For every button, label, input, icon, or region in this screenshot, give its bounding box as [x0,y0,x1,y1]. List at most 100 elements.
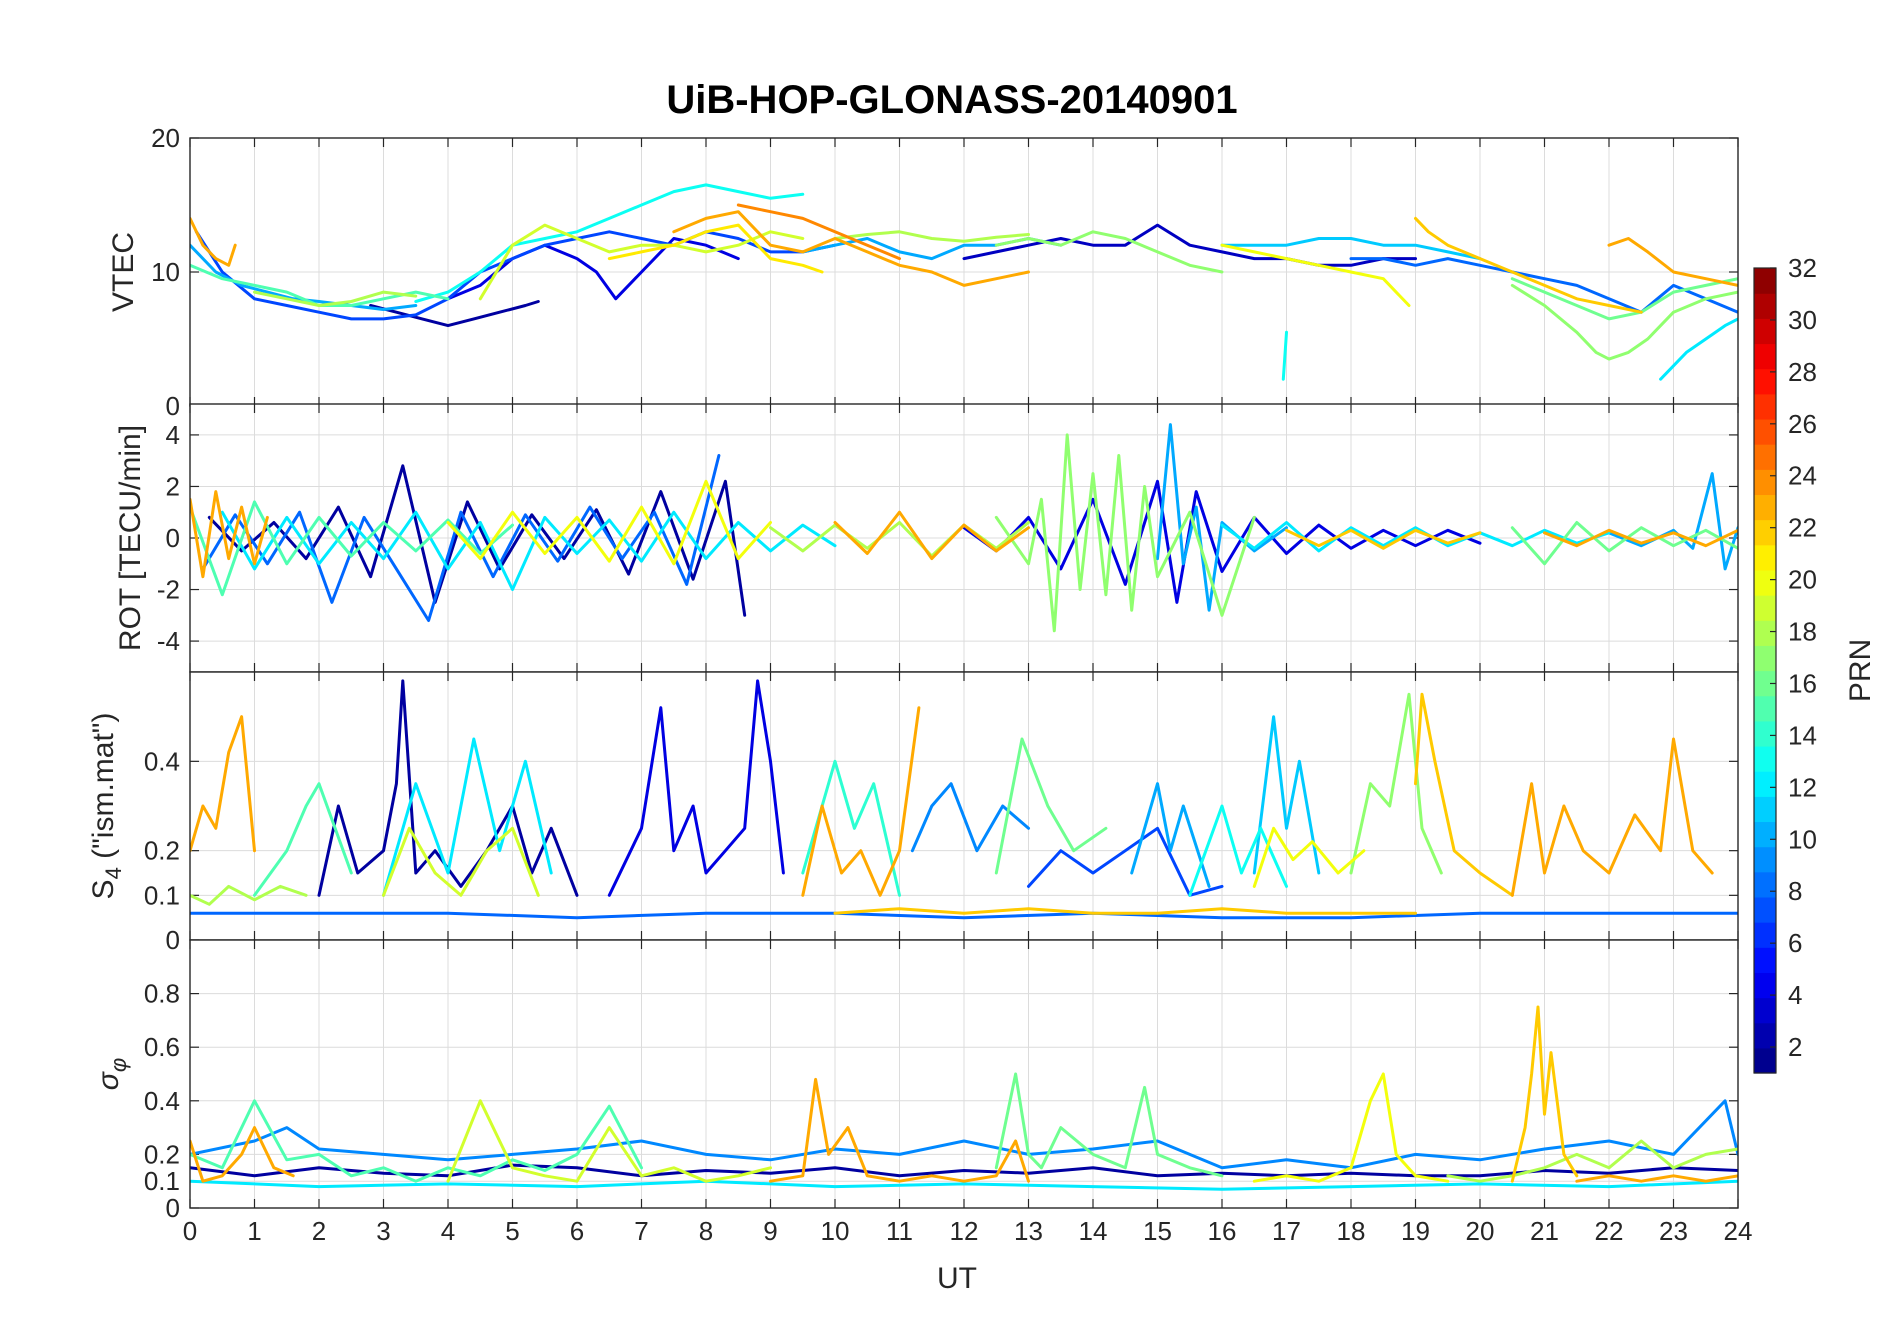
series-prn-19 [446,1099,772,1183]
series-prn-17 [1510,283,1738,361]
series-prn-8 [1349,257,1738,314]
series-prn-23 [190,490,269,579]
panel-s4: 0 0.1 0.2 0.4 S4 ("ism.mat") [87,671,1739,955]
colorbar-swatch [1754,796,1776,823]
series-prn-3 [962,223,1417,267]
series-prn-4 [607,679,785,897]
y-axis-label: VTEC [107,232,140,312]
y-axis-label: ROT [TECU/min] [114,425,147,651]
colorbar-swatch [1754,922,1776,948]
colorbar-tick-label: 14 [1788,720,1817,750]
x-tick-label: 22 [1595,1216,1624,1246]
x-tick-label: 11 [886,1216,913,1246]
colorbar-frame [1753,267,1777,1074]
series-prn-10 [1130,782,1211,888]
x-tick-label: 17 [1272,1216,1301,1246]
series-prn-16 [1510,277,1738,321]
series-prn-8 [201,454,721,622]
series-group [190,183,1738,381]
x-tick-label: 2 [312,1216,326,1246]
x-tick-label: 23 [1659,1216,1688,1246]
series-prn-23 [190,216,237,267]
series-prn-21 [607,223,824,274]
series-prn-12 [220,510,837,591]
x-tick-label: 5 [505,1216,519,1246]
series-prn-15 [253,782,353,897]
series-prn-17 [1349,692,1443,875]
x-tick-label: 15 [1143,1216,1172,1246]
series-prn-23 [190,715,256,853]
series-group [190,423,1738,633]
x-tick-label: 12 [950,1216,979,1246]
colorbar-swatch [1754,519,1776,546]
colorbar-swatch [1754,494,1776,521]
series-prn-24 [736,203,901,261]
colorbar-swatch [1754,368,1776,395]
y-tick-label: 0.6 [144,1032,180,1062]
series-prn-12 [1220,521,1611,553]
series-prn-11 [1252,715,1321,875]
colorbar-swatch [1754,821,1776,848]
y-tick-label: 0 [166,523,180,553]
y-tick-label: 0.1 [144,1166,180,1196]
series-prn-19 [478,223,805,301]
colorbar-swatch [1754,469,1776,496]
series-prn-10 [1607,472,1738,571]
series-prn-23 [833,510,1030,561]
colorbar-swatch [1754,771,1776,797]
colorbar-swatch [1754,620,1776,646]
series-prn-23 [672,210,1030,287]
x-axis-label: UT [937,1262,977,1295]
colorbar-swatch [1754,997,1776,1024]
colorbar-swatch [1754,947,1776,973]
colorbar-swatch [1754,595,1776,621]
colorbar-swatch [1754,393,1776,420]
x-tick-label: 13 [1014,1216,1043,1246]
panel-rot: -4 -2 0 2 4 ROT [TECU/min] [114,403,1739,673]
colorbar-swatch [1754,871,1776,898]
colorbar-swatch [1754,695,1776,722]
y-tick-label: 0.2 [144,1139,180,1169]
y-tick-label: 0.4 [144,1086,180,1116]
chart-title: UiB-HOP-GLONASS-20140901 [666,78,1237,122]
series-prn-15 [190,500,514,597]
y-tick-label: 2 [166,471,180,501]
colorbar-swatch [1754,1047,1776,1074]
colorbar-tick-label: 22 [1788,513,1817,543]
colorbar-tick-label: 32 [1788,253,1817,283]
x-tick-label: 7 [634,1216,648,1246]
y-tick-label: 10 [151,257,180,287]
series-prn-19 [382,826,540,897]
series-prn-15 [190,1099,643,1183]
y-tick-label: 0.4 [144,746,180,776]
x-tick-label: 24 [1724,1216,1753,1246]
y-tick-label: 4 [166,420,180,450]
series-prn-18 [833,230,1030,243]
series-prn-22 [1510,1005,1579,1183]
x-tick-label: 4 [441,1216,455,1246]
series-prn-13 [1281,330,1288,381]
colorbar-tick-label: 28 [1788,357,1817,387]
colorbar-tick-label: 4 [1788,980,1802,1010]
series-prn-2 [207,464,747,617]
colorbar-swatch [1754,846,1776,873]
series-prn-18 [190,884,308,906]
colorbar-swatch [1754,896,1776,923]
series-prn-14 [801,759,901,897]
colorbar-tick-label: 8 [1788,876,1802,906]
y-tick-label: 0.8 [144,979,180,1009]
colorbar-swatch [1754,972,1776,999]
series-prn-12 [190,1179,1738,1191]
y-tick-label: 0 [166,925,180,955]
series-prn-12 [1659,317,1738,381]
colorbar-swatch [1754,318,1776,345]
series-prn-20 [1252,826,1366,888]
series-prn-22 [1285,528,1482,550]
series-prn-23 [1510,737,1714,897]
series-prn-9 [190,1099,1738,1170]
series-prn-2 [190,1163,1738,1178]
colorbar-swatch [1754,268,1776,294]
